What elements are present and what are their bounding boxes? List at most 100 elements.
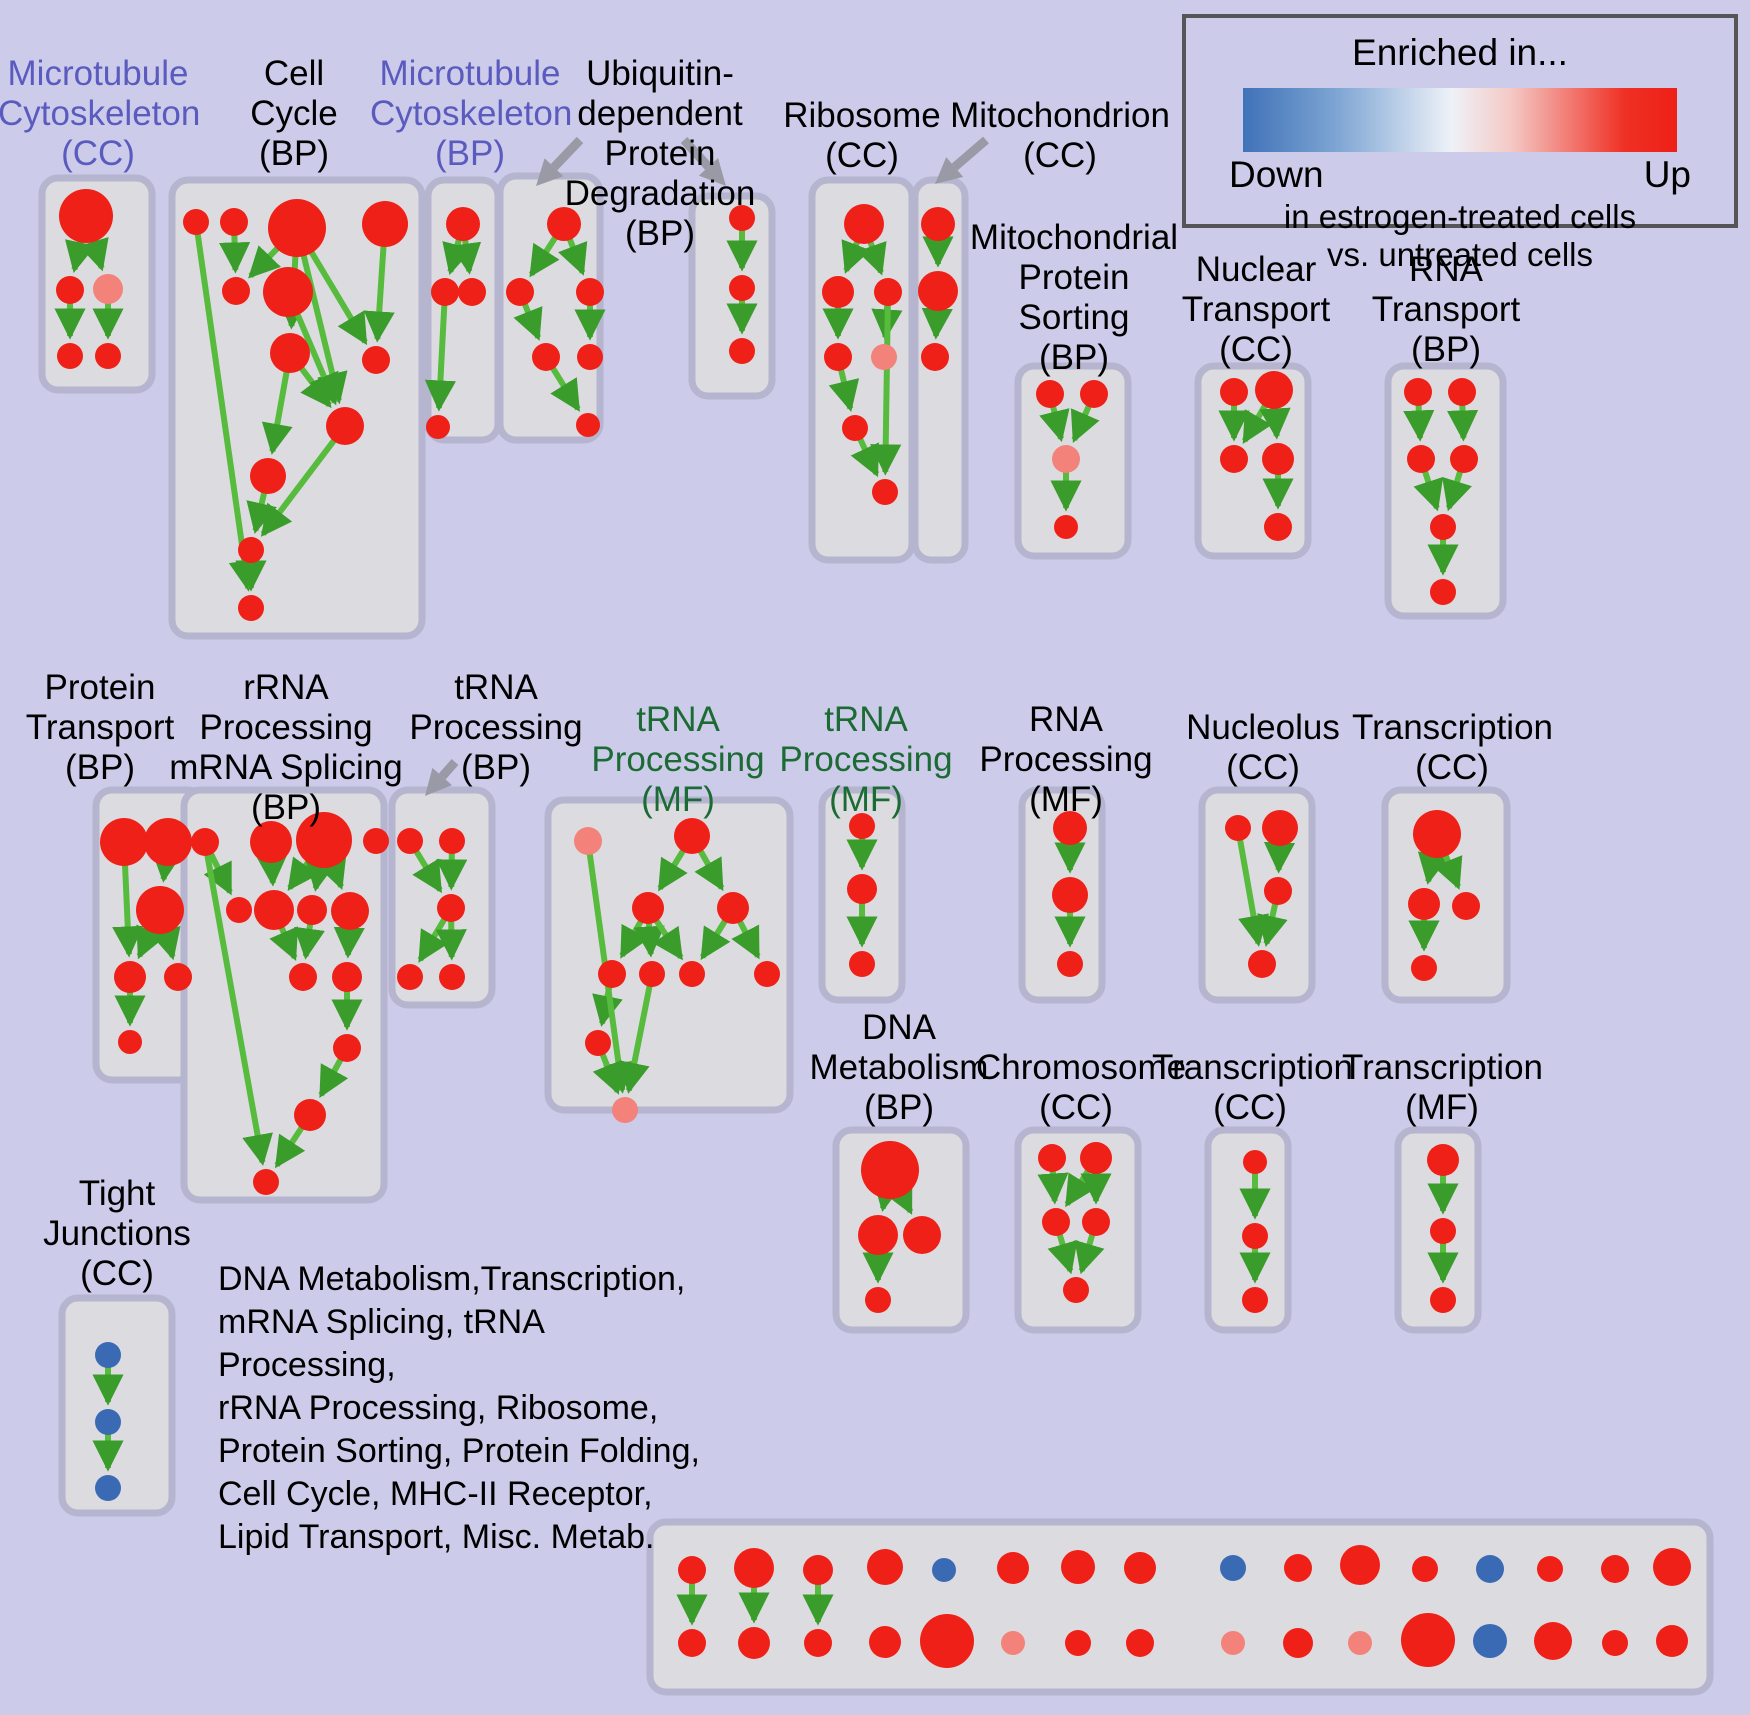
network-node: [95, 343, 121, 369]
network-node: [997, 1552, 1029, 1584]
network-node: [729, 275, 755, 301]
network-node: [1065, 1630, 1091, 1656]
misc-modules-text: DNA Metabolism,Transcription, mRNA Splic…: [218, 1260, 700, 1556]
network-node: [678, 1629, 706, 1657]
network-node: [874, 278, 902, 306]
callout-arrow-shaft: [438, 759, 459, 780]
network-node: [1404, 378, 1432, 406]
network-node: [574, 827, 602, 855]
network-node: [576, 278, 604, 306]
legend-color-gradient: [1243, 88, 1677, 152]
network-edge: [136, 924, 165, 960]
network-edge: [204, 854, 273, 1166]
network-node: [1036, 380, 1064, 408]
network-node: [1430, 1287, 1456, 1313]
network-node: [253, 1169, 279, 1195]
network-node: [1262, 810, 1298, 846]
network-edge: [294, 312, 339, 406]
network-node: [754, 961, 780, 987]
network-node: [1061, 1550, 1095, 1584]
network-edge: [1442, 470, 1472, 512]
network-node: [632, 892, 664, 924]
network-node: [114, 961, 146, 993]
network-node: [289, 963, 317, 991]
network-edge: [618, 985, 653, 1094]
network-edge: [850, 437, 880, 478]
network-node: [331, 892, 369, 930]
network-node: [1407, 445, 1435, 473]
network-node: [717, 892, 749, 924]
network-edge: [1417, 851, 1449, 885]
network-edge: [1257, 903, 1288, 948]
label-transcription-cc-top: Transcription (CC): [1352, 708, 1553, 787]
network-node: [734, 1548, 774, 1588]
network-node: [1537, 1556, 1563, 1582]
network-node: [1340, 1545, 1380, 1585]
network-node: [804, 1629, 832, 1657]
network-edge: [150, 926, 181, 961]
network-node: [861, 1141, 919, 1199]
callout-arrow-head: [425, 767, 452, 796]
network-node: [1248, 950, 1276, 978]
network-node: [1476, 1555, 1504, 1583]
network-node: [1413, 810, 1461, 858]
network-node: [144, 818, 192, 866]
network-edge: [870, 304, 902, 476]
network-node: [397, 828, 423, 854]
network-node: [1473, 1624, 1507, 1658]
legend-title: Enriched in...: [1352, 32, 1568, 73]
network-node: [56, 276, 84, 304]
network-node: [1052, 877, 1088, 913]
callout-arrow: [425, 759, 459, 796]
network-node: [1653, 1548, 1691, 1586]
network-node: [1124, 1552, 1156, 1584]
network-node: [1601, 1555, 1629, 1583]
network-node: [222, 277, 250, 305]
network-edge: [78, 237, 109, 272]
network-edge: [112, 864, 144, 958]
network-edge: [424, 304, 456, 412]
label-trna-processing-mf-2: tRNA Processing (MF): [779, 700, 953, 819]
network-node: [1057, 951, 1083, 977]
network-edge: [592, 1053, 622, 1095]
network-edge: [884, 1180, 914, 1215]
network-node: [639, 961, 665, 987]
label-nuclear-transport-cc: Nuclear Transport (CC): [1181, 250, 1331, 369]
network-node: [1450, 445, 1478, 473]
network-node: [1001, 1631, 1025, 1655]
network-node: [431, 278, 459, 306]
network-edge: [435, 920, 467, 961]
network-node: [612, 1097, 638, 1123]
callout-arrow-shaft: [951, 136, 989, 171]
network-node: [1080, 1142, 1112, 1174]
callout-arrow: [935, 136, 989, 184]
network-node: [362, 201, 408, 247]
network-node: [1656, 1625, 1688, 1657]
network-edge: [1074, 1233, 1105, 1275]
callout-arrow: [680, 136, 726, 186]
network-edge: [1433, 854, 1463, 890]
network-node: [1430, 1218, 1456, 1244]
label-nucleolus-cc: Nucleolus (CC): [1186, 708, 1340, 787]
panel-box: [646, 1518, 1714, 1696]
network-node: [1220, 1555, 1246, 1581]
callout-arrow-head: [698, 158, 726, 186]
network-node: [842, 415, 868, 441]
network-edge: [652, 918, 684, 961]
network-node: [903, 1216, 941, 1254]
network-edge: [1413, 470, 1444, 512]
network-node: [446, 207, 480, 241]
network-node: [1427, 1144, 1459, 1176]
network-node: [93, 274, 123, 304]
network-node: [1038, 1144, 1066, 1172]
network-node: [871, 344, 897, 370]
network-edge: [417, 917, 448, 963]
network-node: [506, 278, 534, 306]
network-node: [1264, 877, 1292, 905]
network-node: [918, 271, 958, 311]
network-node: [397, 964, 423, 990]
network-node: [439, 828, 465, 854]
network-node: [362, 346, 390, 374]
network-edge: [1039, 405, 1070, 443]
callout-arrow-head: [536, 158, 564, 186]
